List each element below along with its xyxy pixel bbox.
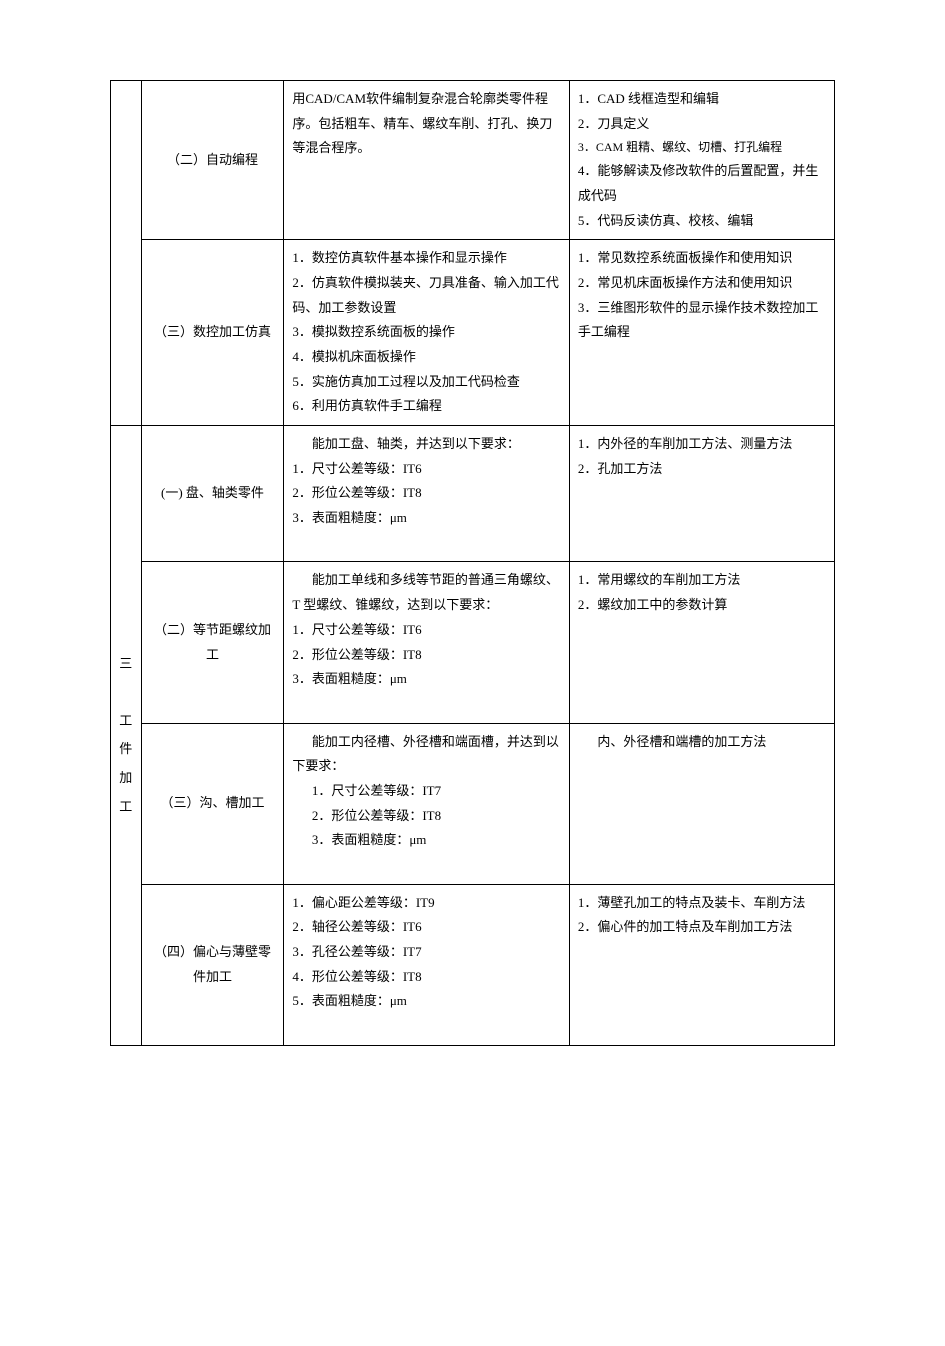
knowledge-line: 2．刀具定义 (578, 112, 826, 137)
skill-item: 1．尺寸公差等级：IT6 (292, 618, 561, 643)
skill-item: 3．表面粗糙度：μm (292, 667, 561, 692)
skill-line: 5．表面粗糙度：μm (292, 989, 561, 1014)
skill-line: 2．仿真软件模拟装夹、刀具准备、输入加工代码、加工参数设置 (292, 271, 561, 320)
skill-line: 1．数控仿真软件基本操作和显示操作 (292, 246, 561, 271)
knowledge-line: 2．常见机床面板操作方法和使用知识 (578, 271, 826, 296)
cell-topic: (一) 盘、轴类零件 (141, 426, 284, 562)
skill-line: 6．利用仿真软件手工编程 (292, 394, 561, 419)
cell-skill: 能加工单线和多线等节距的普通三角螺纹、T 型螺纹、锥螺纹，达到以下要求： 1．尺… (284, 562, 570, 723)
knowledge-line: 1．常见数控系统面板操作和使用知识 (578, 246, 826, 271)
section-char: 加 (119, 764, 133, 793)
skill-line: 4．模拟机床面板操作 (292, 345, 561, 370)
skill-line: 4．形位公差等级：IT8 (292, 965, 561, 990)
knowledge-line: 1．常用螺纹的车削加工方法 (578, 568, 826, 593)
knowledge-line: 1．内外径的车削加工方法、测量方法 (578, 432, 826, 457)
cell-topic: （二）自动编程 (141, 81, 284, 240)
cell-skill: 1．数控仿真软件基本操作和显示操作 2．仿真软件模拟装夹、刀具准备、输入加工代码… (284, 240, 570, 426)
skill-line: 5．实施仿真加工过程以及加工代码检查 (292, 370, 561, 395)
knowledge-line: 5．代码反读仿真、校核、编辑 (578, 209, 826, 234)
skill-line: 3．模拟数控系统面板的操作 (292, 320, 561, 345)
skill-line: 2．轴径公差等级：IT6 (292, 915, 561, 940)
skill-item: 1．尺寸公差等级：IT7 (292, 779, 561, 804)
cell-topic: （二）等节距螺纹加工 (141, 562, 284, 723)
cell-knowledge: 内、外径槽和端槽的加工方法 (569, 723, 834, 884)
cell-skill: 能加工盘、轴类，并达到以下要求： 1．尺寸公差等级：IT6 2．形位公差等级：I… (284, 426, 570, 562)
table-row: （三）沟、槽加工 能加工内径槽、外径槽和端面槽，并达到以下要求： 1．尺寸公差等… (111, 723, 835, 884)
table-row: （三）数控加工仿真 1．数控仿真软件基本操作和显示操作 2．仿真软件模拟装夹、刀… (111, 240, 835, 426)
section-char: 工 (119, 707, 133, 736)
knowledge-line: 2．孔加工方法 (578, 457, 826, 482)
cell-knowledge: 1．常用螺纹的车削加工方法 2．螺纹加工中的参数计算 (569, 562, 834, 723)
cell-knowledge: 1．薄壁孔加工的特点及装卡、车削方法 2．偏心件的加工特点及车削加工方法 (569, 884, 834, 1045)
cell-skill: 1．偏心距公差等级：IT9 2．轴径公差等级：IT6 3．孔径公差等级：IT7 … (284, 884, 570, 1045)
section-char: 工 (119, 793, 133, 822)
section-char: 件 (119, 735, 133, 764)
section-char: 三 (119, 650, 133, 679)
knowledge-line: 3．CAM 粗精、螺纹、切槽、打孔编程 (578, 136, 826, 159)
cell-section-prev (111, 81, 142, 426)
knowledge-intro: 内、外径槽和端槽的加工方法 (578, 730, 826, 755)
knowledge-line: 3．三维图形软件的显示操作技术数控加工手工编程 (578, 296, 826, 345)
skill-item: 3．表面粗糙度：μm (292, 506, 561, 531)
skill-intro: 能加工盘、轴类，并达到以下要求： (292, 432, 561, 457)
skill-intro: 能加工单线和多线等节距的普通三角螺纹、T 型螺纹、锥螺纹，达到以下要求： (292, 568, 561, 617)
skill-item: 3．表面粗糙度：μm (292, 828, 561, 853)
table-row: （四）偏心与薄壁零件加工 1．偏心距公差等级：IT9 2．轴径公差等级：IT6 … (111, 884, 835, 1045)
skill-line: 1．偏心距公差等级：IT9 (292, 891, 561, 916)
table-row: （二）自动编程 用CAD/CAM软件编制复杂混合轮廓类零件程序。包括粗车、精车、… (111, 81, 835, 240)
skill-item: 2．形位公差等级：IT8 (292, 804, 561, 829)
cell-topic: （四）偏心与薄壁零件加工 (141, 884, 284, 1045)
knowledge-line: 4．能够解读及修改软件的后置配置，并生成代码 (578, 159, 826, 208)
table-row: （二）等节距螺纹加工 能加工单线和多线等节距的普通三角螺纹、T 型螺纹、锥螺纹，… (111, 562, 835, 723)
cell-skill: 能加工内径槽、外径槽和端面槽，并达到以下要求： 1．尺寸公差等级：IT7 2．形… (284, 723, 570, 884)
cell-topic: （三）数控加工仿真 (141, 240, 284, 426)
skill-line: 3．孔径公差等级：IT7 (292, 940, 561, 965)
cell-knowledge: 1．CAD 线框造型和编辑 2．刀具定义 3．CAM 粗精、螺纹、切槽、打孔编程… (569, 81, 834, 240)
cell-skill: 用CAD/CAM软件编制复杂混合轮廓类零件程序。包括粗车、精车、螺纹车削、打孔、… (284, 81, 570, 240)
cell-section-header: 三 工 件 加 工 (111, 426, 142, 1046)
knowledge-line: 1．薄壁孔加工的特点及装卡、车削方法 (578, 891, 826, 916)
skill-item: 2．形位公差等级：IT8 (292, 481, 561, 506)
knowledge-line: 2．偏心件的加工特点及车削加工方法 (578, 915, 826, 940)
curriculum-table: （二）自动编程 用CAD/CAM软件编制复杂混合轮廓类零件程序。包括粗车、精车、… (110, 80, 835, 1046)
cell-topic: （三）沟、槽加工 (141, 723, 284, 884)
skill-intro: 能加工内径槽、外径槽和端面槽，并达到以下要求： (292, 730, 561, 779)
knowledge-line: 2．螺纹加工中的参数计算 (578, 593, 826, 618)
skill-item: 2．形位公差等级：IT8 (292, 643, 561, 668)
cell-knowledge: 1．常见数控系统面板操作和使用知识 2．常见机床面板操作方法和使用知识 3．三维… (569, 240, 834, 426)
cell-knowledge: 1．内外径的车削加工方法、测量方法 2．孔加工方法 (569, 426, 834, 562)
knowledge-line: 1．CAD 线框造型和编辑 (578, 87, 826, 112)
skill-item: 1．尺寸公差等级：IT6 (292, 457, 561, 482)
table-row: 三 工 件 加 工 (一) 盘、轴类零件 能加工盘、轴类，并达到以下要求： 1．… (111, 426, 835, 562)
